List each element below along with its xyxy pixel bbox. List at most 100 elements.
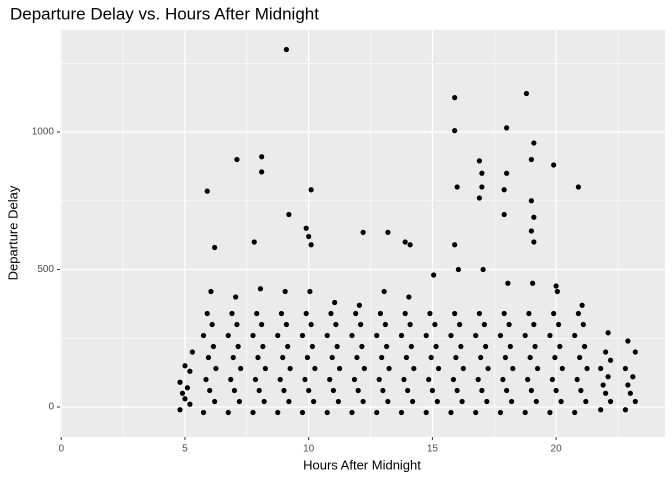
point <box>504 170 510 176</box>
point <box>182 396 188 402</box>
point <box>309 343 315 350</box>
point <box>282 288 288 295</box>
point <box>407 321 413 328</box>
point <box>262 365 268 372</box>
point <box>329 354 335 361</box>
point <box>257 286 264 292</box>
point <box>235 343 241 350</box>
point <box>405 387 411 394</box>
point <box>229 310 235 317</box>
point <box>287 365 293 372</box>
point <box>501 211 507 218</box>
point <box>286 398 292 405</box>
point <box>452 310 458 317</box>
point <box>205 354 212 361</box>
point <box>204 310 210 317</box>
point <box>260 343 266 350</box>
point <box>377 310 384 317</box>
point <box>182 363 188 369</box>
point <box>200 332 207 339</box>
point <box>308 242 314 248</box>
y-axis-title: Departure Delay <box>5 185 20 280</box>
point <box>502 354 508 361</box>
point <box>200 409 207 416</box>
point <box>306 233 312 240</box>
point <box>603 390 609 396</box>
point <box>360 229 366 235</box>
point <box>433 343 439 350</box>
y-tick-label: 1000 <box>32 127 55 138</box>
point <box>630 374 636 380</box>
point <box>622 365 629 372</box>
point <box>275 409 281 416</box>
x-tick-label: 20 <box>551 444 563 455</box>
point <box>255 354 261 361</box>
point <box>625 382 631 388</box>
point <box>572 409 578 416</box>
point <box>607 398 614 405</box>
point <box>528 156 534 163</box>
point <box>306 387 312 394</box>
point <box>379 354 385 361</box>
point <box>324 332 330 339</box>
x-tick-label: 0 <box>58 444 64 455</box>
point <box>480 266 486 273</box>
point <box>455 266 461 273</box>
point <box>236 398 242 405</box>
point <box>187 401 193 407</box>
point <box>559 365 565 372</box>
point <box>203 376 209 383</box>
point <box>384 343 390 350</box>
point <box>277 376 283 383</box>
point <box>533 398 539 405</box>
point <box>454 387 460 394</box>
point <box>554 288 560 295</box>
point <box>507 343 513 350</box>
point <box>504 387 510 394</box>
point <box>410 398 416 405</box>
point <box>448 409 454 416</box>
point <box>622 407 629 413</box>
point <box>572 332 578 339</box>
point <box>408 343 414 350</box>
point <box>500 376 506 383</box>
point <box>324 409 330 416</box>
point <box>251 239 257 245</box>
point <box>429 387 436 394</box>
point <box>361 365 367 372</box>
point <box>233 294 239 300</box>
point <box>527 354 533 361</box>
point <box>311 398 317 405</box>
point <box>212 398 218 405</box>
x-axis-title: Hours After Midnight <box>303 457 421 472</box>
point <box>497 409 504 416</box>
point <box>353 310 359 317</box>
point <box>531 239 537 245</box>
point <box>528 198 534 204</box>
point <box>557 343 563 350</box>
point <box>506 321 512 328</box>
point <box>481 321 487 328</box>
point <box>478 354 484 361</box>
point <box>574 376 580 383</box>
point <box>299 409 306 416</box>
point <box>332 299 338 306</box>
x-tick-label: 5 <box>182 444 188 455</box>
point <box>448 332 454 339</box>
point <box>575 310 581 317</box>
point <box>411 365 417 372</box>
point <box>225 409 231 416</box>
point <box>304 354 311 361</box>
point <box>259 154 265 160</box>
point <box>457 321 463 328</box>
point <box>551 162 557 168</box>
point <box>403 354 410 361</box>
point <box>528 387 534 394</box>
point <box>423 409 429 416</box>
point <box>376 376 382 383</box>
point <box>485 365 491 372</box>
point <box>504 125 510 131</box>
point <box>207 387 213 394</box>
point <box>327 376 333 383</box>
